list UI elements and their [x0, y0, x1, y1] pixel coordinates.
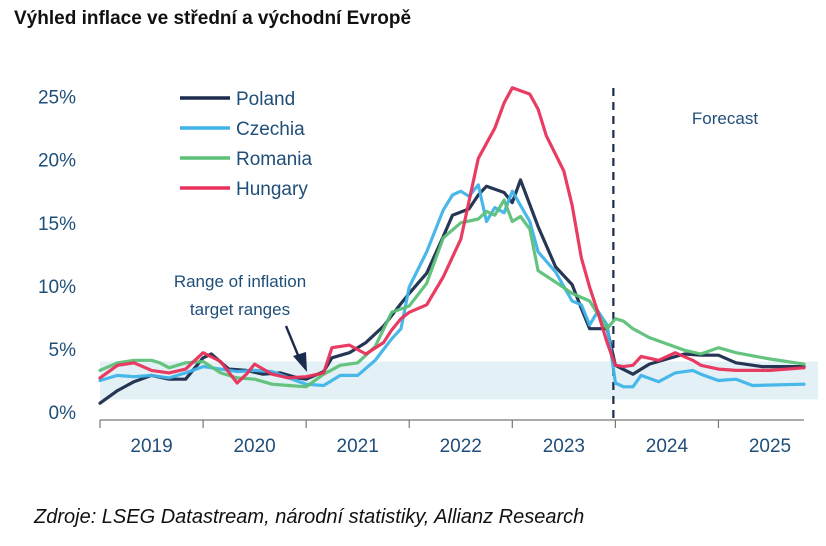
- x-tick-label: 2024: [646, 436, 689, 457]
- legend-label-czechia: Czechia: [236, 119, 305, 140]
- y-tick-label: 15%: [38, 214, 76, 235]
- inflation-line-chart: 0% 5% 10% 15% 20% 25% 2019 2020 2021 2022 2023 2024…: [38, 86, 818, 457]
- source-note: Zdroje: LSEG Datastream, národní statist…: [34, 506, 585, 528]
- annotation-arrow-head: [293, 352, 307, 372]
- legend-label-hungary: Hungary: [236, 179, 308, 200]
- forecast-label: Forecast: [692, 109, 758, 128]
- x-tick-label: 2023: [543, 436, 585, 457]
- series-line-hungary: [98, 86, 806, 385]
- y-tick-label: 20%: [38, 151, 76, 172]
- chart-title: Výhled inflace ve střední a východní Evr…: [14, 8, 412, 29]
- x-tick-label: 2021: [337, 436, 379, 457]
- legend-label-poland: Poland: [236, 89, 295, 110]
- legend-label-romania: Romania: [236, 149, 312, 170]
- y-tick-label: 5%: [49, 340, 77, 361]
- series-line-romania: [98, 198, 806, 389]
- x-tick-label: 2020: [233, 436, 275, 457]
- band-annotation-line1: Range of inflation: [174, 272, 306, 291]
- x-tick-label: 2025: [749, 436, 791, 457]
- series-line-czechia: [98, 183, 806, 389]
- y-tick-label: 10%: [38, 277, 76, 298]
- annotation-arrow-shaft: [284, 325, 302, 361]
- x-tick-label: 2022: [440, 436, 482, 457]
- band-annotation-line2: target ranges: [190, 300, 290, 319]
- x-tick-label: 2019: [130, 436, 172, 457]
- y-tick-label: 0%: [49, 403, 77, 424]
- y-tick-label: 25%: [38, 88, 76, 109]
